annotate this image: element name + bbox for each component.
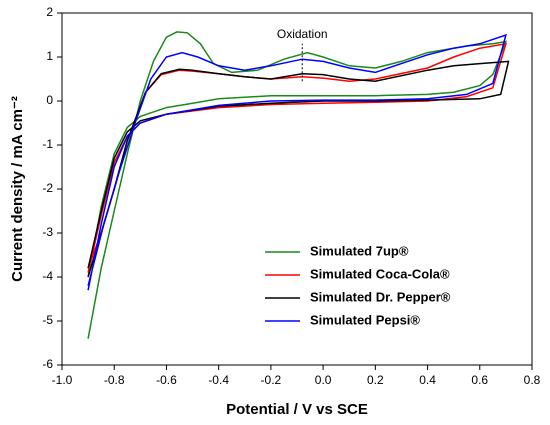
series-line — [87, 31, 508, 339]
y-tick-label: -1 — [42, 137, 53, 151]
y-tick-label: -6 — [42, 357, 53, 371]
x-tick-label: -1.0 — [52, 373, 73, 387]
legend-label: Simulated Coca-Cola® — [310, 266, 450, 281]
y-tick-label: -3 — [42, 225, 53, 239]
y-tick-label: 2 — [46, 5, 53, 19]
x-tick-label: 0.4 — [419, 373, 436, 387]
legend-label: Simulated 7up® — [310, 243, 409, 258]
legend-label: Simulated Dr. Pepper® — [310, 289, 451, 304]
x-axis-title: Potential / V vs SCE — [226, 401, 368, 418]
series-line — [87, 33, 507, 291]
x-tick-label: -0.4 — [208, 373, 229, 387]
series-line — [87, 60, 510, 278]
plot-frame — [61, 12, 533, 366]
y-axis-title: Current density / mA cm⁻² — [9, 96, 26, 282]
legend-label: Simulated Pepsi® — [310, 312, 420, 327]
x-tick-label: 0.2 — [367, 373, 384, 387]
y-tick-label: -5 — [42, 313, 53, 327]
y-tick-label: 0 — [46, 93, 53, 107]
x-tick-label: 0.6 — [471, 373, 488, 387]
annotation-text: Oxidation — [277, 27, 328, 41]
x-tick-label: -0.2 — [261, 373, 282, 387]
x-tick-label: -0.6 — [156, 373, 177, 387]
x-tick-label: 0.8 — [524, 373, 541, 387]
y-tick-label: -4 — [42, 269, 53, 283]
x-tick-label: -0.8 — [104, 373, 125, 387]
y-tick-label: -2 — [42, 181, 53, 195]
x-tick-label: 0.0 — [315, 373, 332, 387]
y-tick-label: 1 — [46, 49, 53, 63]
